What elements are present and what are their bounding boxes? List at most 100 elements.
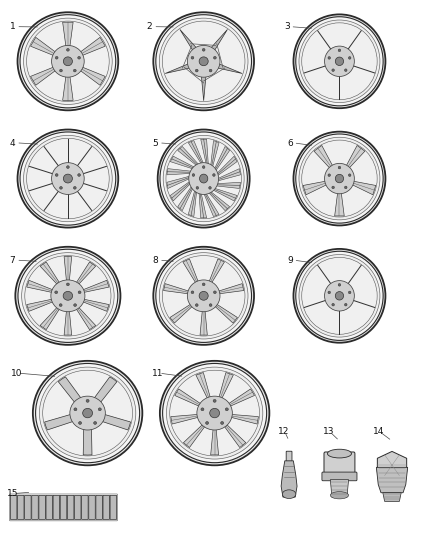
Polygon shape [188, 141, 205, 166]
Ellipse shape [156, 249, 251, 342]
Ellipse shape [187, 280, 220, 312]
Ellipse shape [348, 291, 351, 294]
Ellipse shape [55, 56, 58, 59]
Ellipse shape [74, 69, 76, 72]
Polygon shape [170, 156, 197, 169]
Text: 14: 14 [373, 427, 385, 437]
Text: 2: 2 [147, 22, 152, 31]
Ellipse shape [156, 15, 251, 108]
Text: 3: 3 [284, 22, 290, 31]
Polygon shape [83, 426, 92, 455]
Ellipse shape [162, 256, 245, 336]
Polygon shape [213, 182, 240, 189]
Polygon shape [215, 156, 237, 177]
FancyBboxPatch shape [110, 496, 117, 519]
Polygon shape [303, 181, 329, 195]
Polygon shape [64, 308, 72, 335]
Ellipse shape [302, 23, 377, 100]
Ellipse shape [192, 174, 195, 176]
Ellipse shape [293, 14, 385, 108]
Polygon shape [281, 461, 297, 497]
Polygon shape [45, 414, 76, 430]
FancyBboxPatch shape [81, 496, 88, 519]
Ellipse shape [221, 422, 224, 424]
Ellipse shape [158, 130, 250, 228]
Polygon shape [31, 66, 58, 85]
Ellipse shape [25, 256, 111, 336]
Ellipse shape [78, 174, 81, 176]
Ellipse shape [348, 174, 351, 176]
Polygon shape [78, 37, 105, 56]
Ellipse shape [191, 291, 194, 294]
Ellipse shape [338, 166, 341, 169]
Ellipse shape [24, 18, 112, 104]
FancyBboxPatch shape [53, 496, 60, 519]
Ellipse shape [302, 257, 377, 334]
Polygon shape [330, 480, 349, 497]
Polygon shape [58, 377, 83, 405]
Ellipse shape [338, 284, 341, 286]
Ellipse shape [33, 361, 142, 465]
Ellipse shape [27, 21, 109, 101]
Ellipse shape [51, 280, 85, 312]
Ellipse shape [39, 367, 136, 459]
Ellipse shape [166, 367, 263, 459]
Ellipse shape [43, 370, 132, 456]
Ellipse shape [78, 291, 81, 294]
FancyBboxPatch shape [32, 496, 38, 519]
Ellipse shape [153, 12, 254, 110]
Polygon shape [75, 305, 95, 329]
Ellipse shape [64, 174, 72, 183]
Polygon shape [207, 190, 230, 211]
Ellipse shape [296, 134, 383, 223]
Polygon shape [203, 191, 219, 216]
Ellipse shape [60, 187, 62, 189]
FancyBboxPatch shape [74, 496, 81, 519]
Polygon shape [201, 139, 208, 167]
Ellipse shape [332, 303, 334, 306]
Ellipse shape [159, 18, 248, 104]
Text: 1: 1 [10, 22, 15, 31]
Ellipse shape [328, 56, 331, 59]
Ellipse shape [302, 140, 377, 217]
Ellipse shape [162, 21, 245, 101]
Ellipse shape [213, 399, 216, 402]
Ellipse shape [345, 186, 347, 189]
Polygon shape [178, 184, 194, 211]
Ellipse shape [59, 304, 62, 306]
Ellipse shape [52, 163, 84, 195]
Ellipse shape [338, 49, 341, 52]
Ellipse shape [202, 283, 205, 286]
Polygon shape [184, 422, 207, 448]
Ellipse shape [197, 396, 232, 430]
Ellipse shape [325, 163, 354, 194]
Polygon shape [92, 377, 117, 405]
Polygon shape [78, 66, 105, 85]
Ellipse shape [213, 56, 216, 59]
Ellipse shape [196, 187, 198, 189]
Polygon shape [31, 37, 58, 56]
Ellipse shape [86, 399, 89, 402]
Ellipse shape [67, 166, 69, 168]
Polygon shape [228, 414, 258, 424]
Ellipse shape [345, 303, 347, 306]
Polygon shape [213, 147, 230, 173]
Ellipse shape [83, 408, 92, 418]
Ellipse shape [78, 422, 81, 424]
Ellipse shape [202, 166, 205, 168]
Ellipse shape [160, 132, 247, 225]
Text: 15: 15 [7, 489, 18, 498]
Ellipse shape [296, 251, 383, 341]
FancyBboxPatch shape [286, 451, 292, 462]
Ellipse shape [293, 249, 385, 343]
FancyBboxPatch shape [322, 472, 357, 481]
Polygon shape [167, 175, 192, 189]
Polygon shape [175, 389, 203, 408]
Text: 12: 12 [278, 427, 290, 437]
Polygon shape [80, 298, 109, 311]
Ellipse shape [225, 408, 228, 411]
Polygon shape [378, 451, 406, 479]
FancyBboxPatch shape [324, 452, 355, 475]
Polygon shape [201, 74, 206, 101]
Ellipse shape [67, 283, 69, 286]
